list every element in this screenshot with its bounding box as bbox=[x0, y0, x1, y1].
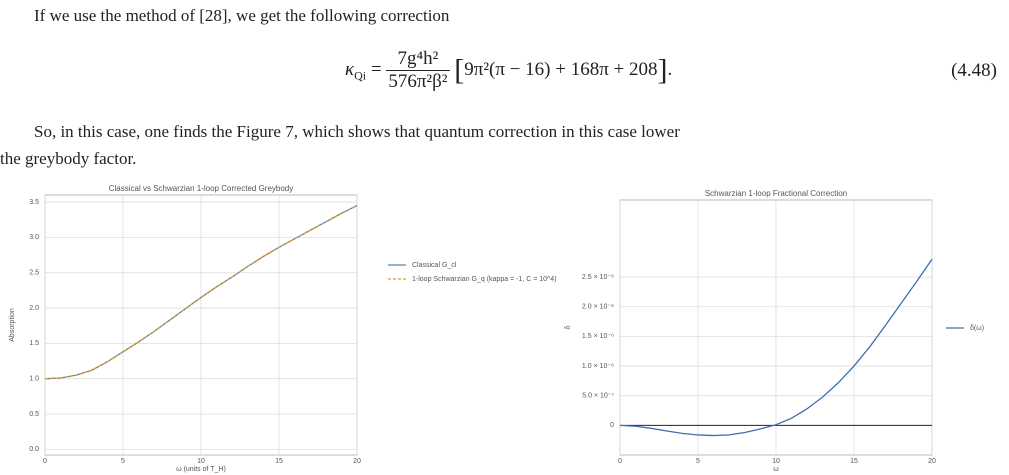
y-tick-label: 3.5 bbox=[29, 199, 39, 206]
y-axis-label: Absorption bbox=[9, 308, 16, 342]
y-tick-label: 1.5 × 10⁻⁶ bbox=[582, 333, 614, 340]
eq-bracket-open: [ bbox=[454, 53, 465, 87]
eq-equals: = bbox=[370, 58, 382, 80]
legend-label: 1-loop Schwarzian G_q (kappa = -1, C = 1… bbox=[412, 276, 557, 283]
eq-sub: Qi bbox=[354, 68, 367, 83]
paragraph: the greybody factor. bbox=[0, 149, 137, 168]
y-tick-label: 3.0 bbox=[29, 234, 39, 241]
x-axis-label: ω bbox=[773, 466, 779, 473]
equation: κQi = 7g⁴h² 576π²β² [9π²(π − 16) + 168π +… bbox=[0, 40, 1009, 100]
y-tick-label: 1.5 bbox=[29, 340, 39, 347]
chart-title: Classical vs Schwarzian 1-loop Corrected… bbox=[109, 184, 294, 193]
x-tick-label: 20 bbox=[928, 458, 936, 465]
x-tick-label: 10 bbox=[772, 458, 780, 465]
x-tick-label: 0 bbox=[618, 458, 622, 465]
equation-number: (4.48) bbox=[951, 60, 997, 81]
y-tick-label: 2.0 × 10⁻⁶ bbox=[582, 304, 614, 311]
series-line bbox=[619, 258, 933, 437]
paragraph: So, in this case, one finds the Figure 7… bbox=[34, 122, 680, 141]
y-tick-label: 5.0 × 10⁻⁷ bbox=[582, 393, 614, 400]
x-tick-label: 10 bbox=[197, 458, 205, 465]
y-tick-label: 0 bbox=[610, 422, 614, 429]
x-tick-label: 15 bbox=[850, 458, 858, 465]
y-tick-label: 0.0 bbox=[29, 446, 39, 453]
legend-label: δ(ω) bbox=[970, 325, 984, 332]
x-tick-label: 5 bbox=[696, 458, 700, 465]
x-tick-label: 5 bbox=[121, 458, 125, 465]
x-tick-label: 15 bbox=[275, 458, 283, 465]
x-tick-label: 0 bbox=[43, 458, 47, 465]
y-tick-label: 2.5 bbox=[29, 270, 39, 277]
eq-bracket: 9π²(π − 16) + 168π + 208 bbox=[464, 58, 658, 80]
eq-trailing: . bbox=[667, 58, 673, 80]
y-tick-label: 2.0 bbox=[29, 305, 39, 312]
x-axis-label: ω (units of T_H) bbox=[176, 466, 226, 473]
chart-title: Schwarzian 1-loop Fractional Correction bbox=[705, 189, 847, 198]
y-tick-label: 0.5 bbox=[29, 411, 39, 418]
x-tick-label: 20 bbox=[353, 458, 361, 465]
legend-label: Classical G_cl bbox=[412, 262, 457, 269]
eq-numerator: 7g⁴h² bbox=[386, 48, 450, 71]
eq-lhs: κ bbox=[345, 58, 355, 80]
series-line bbox=[44, 205, 358, 380]
y-tick-label: 2.5 × 10⁻⁶ bbox=[582, 274, 614, 281]
eq-denominator: 576π²β² bbox=[388, 71, 448, 92]
eq-fraction: 7g⁴h² 576π²β² bbox=[386, 48, 450, 93]
eq-bracket-close: ] bbox=[657, 53, 668, 87]
paragraph: If we use the method of [28], we get the… bbox=[34, 6, 450, 25]
y-axis-label: δ bbox=[565, 325, 572, 329]
equation-body: κQi = 7g⁴h² 576π²β² [9π²(π − 16) + 168π +… bbox=[345, 48, 672, 93]
y-tick-label: 1.0 bbox=[29, 376, 39, 383]
y-tick-label: 1.0 × 10⁻⁶ bbox=[582, 363, 614, 370]
